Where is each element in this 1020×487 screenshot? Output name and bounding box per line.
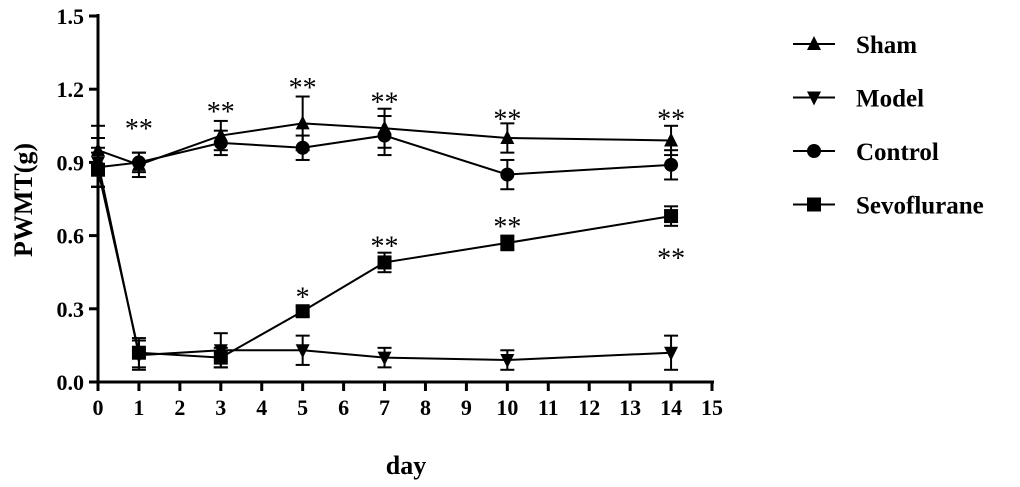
legend-item-control: Control xyxy=(793,139,939,166)
legend-item-sevoflurane: Sevoflurane xyxy=(793,193,984,220)
series-sevoflurane xyxy=(91,151,679,369)
x-axis-title: day xyxy=(386,451,426,480)
data-point xyxy=(664,346,679,361)
x-tick-label: 8 xyxy=(420,395,431,420)
x-tick-label: 5 xyxy=(297,395,308,420)
axes: 0 1 2 3 4 5 6 7 8 9 10 11 12 13 14 150.00.30.60.91.21.5 xyxy=(57,4,724,420)
x-tick-label: 13 xyxy=(619,395,641,420)
legend-marker xyxy=(807,197,821,212)
data-point xyxy=(664,132,679,147)
x-tick-label: 2 xyxy=(174,395,185,420)
plot-area xyxy=(91,95,679,371)
significance-mark: ** xyxy=(207,97,235,128)
x-tick-label: 15 xyxy=(701,395,723,420)
legend-item-model: Model xyxy=(793,86,924,113)
x-tick-label: 14 xyxy=(660,395,682,420)
data-point xyxy=(295,304,310,319)
legend-item-sham: Sham xyxy=(793,32,917,59)
legend-label: Control xyxy=(856,139,939,166)
data-point xyxy=(131,345,146,360)
y-axis-title: PWMT(g) xyxy=(9,143,38,257)
x-tick-label: 12 xyxy=(578,395,600,420)
x-tick-label: 9 xyxy=(461,395,472,420)
data-point xyxy=(91,162,105,177)
y-tick-label: 0.6 xyxy=(57,224,85,249)
x-tick-label: 10 xyxy=(496,395,518,420)
data-point xyxy=(213,135,228,150)
data-point xyxy=(377,351,392,366)
data-point xyxy=(213,350,228,365)
legend-marker xyxy=(807,36,821,50)
data-point xyxy=(131,155,146,170)
x-tick-label: 6 xyxy=(338,395,349,420)
data-point xyxy=(664,209,679,224)
y-tick-label: 1.5 xyxy=(57,4,85,29)
data-point xyxy=(664,157,679,172)
data-point xyxy=(500,235,515,250)
x-tick-label: 11 xyxy=(538,395,559,420)
significance-annotations: ****** **** ********* xyxy=(125,73,685,314)
y-tick-label: 0.0 xyxy=(57,370,85,395)
x-tick-label: 0 xyxy=(93,395,104,420)
data-point xyxy=(295,115,310,130)
x-tick-label: 7 xyxy=(379,395,390,420)
legend: Sham Model Control Sevoflurane xyxy=(793,32,984,220)
significance-mark: ** xyxy=(493,212,521,243)
significance-mark: ** xyxy=(493,104,521,135)
y-tick-label: 1.2 xyxy=(57,77,85,102)
data-point xyxy=(500,354,515,369)
significance-mark: * xyxy=(296,283,310,314)
significance-mark: ** xyxy=(371,231,399,262)
data-point xyxy=(500,130,515,144)
x-tick-label: 4 xyxy=(256,395,267,420)
significance-mark: ** xyxy=(657,104,685,135)
data-point xyxy=(377,255,392,270)
legend-label: Model xyxy=(856,86,924,113)
legend-label: Sevoflurane xyxy=(856,193,984,220)
data-point xyxy=(500,167,515,182)
legend-marker xyxy=(807,144,821,158)
significance-mark: ** xyxy=(125,114,153,145)
legend-marker xyxy=(807,91,821,106)
legend-label: Sham xyxy=(856,32,917,59)
y-tick-label: 0.3 xyxy=(57,297,85,322)
data-point xyxy=(295,140,310,155)
data-point xyxy=(295,344,310,359)
data-point xyxy=(377,128,392,143)
x-tick-label: 3 xyxy=(215,395,226,420)
significance-mark: ** xyxy=(289,73,317,104)
series-control xyxy=(91,115,679,191)
x-tick-label: 1 xyxy=(133,395,144,420)
significance-mark: ** xyxy=(371,87,399,118)
significance-mark: ** xyxy=(657,244,685,275)
y-tick-label: 0.9 xyxy=(57,150,85,175)
